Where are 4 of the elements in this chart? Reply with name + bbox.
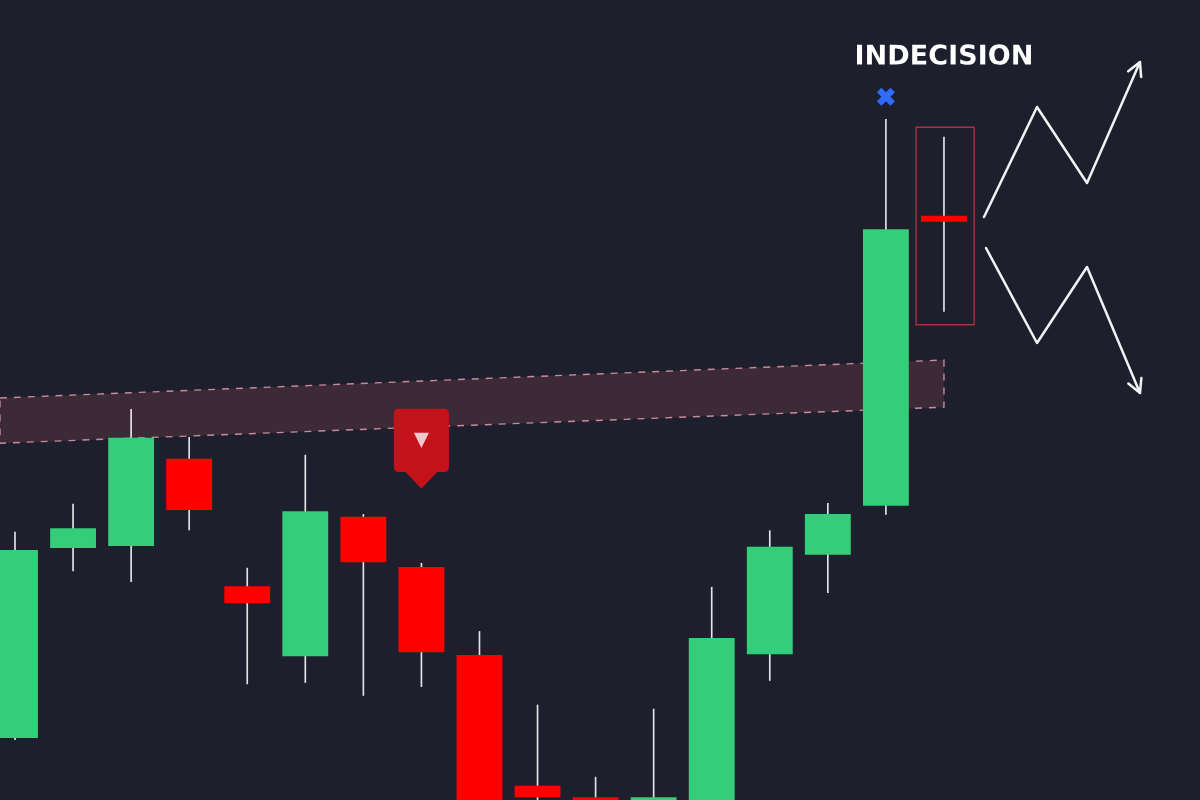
text: INDECISION — [856, 44, 1031, 65]
candlestick — [921, 135, 967, 313]
candlestick — [514, 703, 561, 800]
candlestick — [630, 707, 677, 800]
